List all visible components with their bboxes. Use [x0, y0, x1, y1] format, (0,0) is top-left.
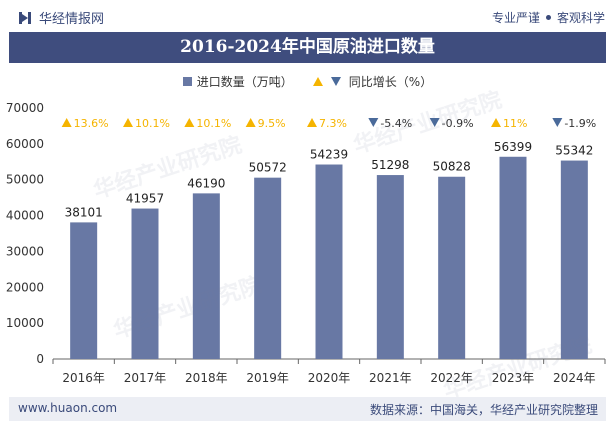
bar-2017年 — [131, 208, 159, 359]
y-tick-label: 0 — [36, 352, 44, 366]
growth-up-triangle-icon — [61, 118, 72, 127]
growth-up-triangle-icon — [123, 118, 133, 127]
x-tick-label: 2023年 — [492, 371, 535, 385]
growth-up-triangle-icon — [245, 118, 256, 127]
footer-url[interactable]: www.huaon.com — [18, 401, 118, 415]
bar-value-label: 38101 — [65, 205, 103, 219]
brand[interactable]: 华经情报网 — [18, 8, 104, 27]
growth-label: -0.9% — [442, 117, 474, 130]
growth-down-triangle-icon — [552, 118, 563, 127]
bar-value-label: 46190 — [187, 176, 225, 190]
growth-up-triangle-icon — [307, 118, 317, 127]
bar-chart: 0 10000 20000 30000 40000 50000 60000 70000 3810… — [6, 101, 606, 385]
slogan-right: 客观科学 — [556, 11, 605, 25]
y-tick-label: 10000 — [6, 316, 44, 330]
separator-dot-icon — [545, 15, 551, 20]
bar-2016年 — [70, 222, 98, 359]
footer-source: 数据来源：中国海关，华经产业研究院整理 — [369, 403, 598, 417]
growth-label: 10.1% — [196, 117, 231, 130]
x-tick-label: 2022年 — [430, 371, 473, 385]
y-tick-label: 70000 — [6, 101, 44, 115]
growth-label: -1.9% — [564, 117, 596, 130]
y-tick-label: 60000 — [6, 137, 44, 151]
growth-label: 7.3% — [319, 117, 347, 130]
bar-2018年 — [192, 193, 220, 359]
growth-label: -5.4% — [380, 117, 412, 130]
bar-2023年 — [499, 156, 527, 359]
bar-2021年 — [376, 175, 404, 359]
brand-name: 华经情报网 — [39, 12, 105, 27]
chart-title: 2016-2024年中国原油进口数量 — [9, 32, 606, 63]
growth-down-triangle-icon — [429, 118, 440, 127]
footer: www.huaon.com 数据来源：中国海关，华经产业研究院整理 — [9, 397, 606, 421]
growth-down-triangle-icon — [368, 118, 379, 127]
bar-2022年 — [438, 176, 466, 359]
bar-value-label: 50572 — [249, 161, 287, 175]
legend-item-volume[interactable]: 进口数量（万吨） — [182, 73, 293, 90]
growth-label: 10.1% — [135, 117, 170, 130]
x-tick-label: 2016年 — [62, 371, 105, 385]
x-tick-label: 2020年 — [308, 371, 351, 385]
y-tick-label: 40000 — [6, 209, 44, 223]
bar-value-label: 51298 — [371, 158, 409, 172]
growth-up-triangle-icon — [491, 118, 501, 127]
y-tick-label: 50000 — [6, 173, 44, 187]
x-tick-label: 2024年 — [553, 371, 596, 385]
legend-bar-swatch-icon — [182, 76, 192, 86]
legend-label-growth: 同比增长（%） — [348, 74, 433, 89]
bar-value-label: 50828 — [433, 160, 471, 174]
chart-legend: 进口数量（万吨） 同比增长（%） — [0, 70, 615, 92]
bar-value-label: 56399 — [494, 140, 532, 154]
x-tick-label: 2018年 — [185, 371, 228, 385]
brand-logo-icon — [19, 11, 31, 24]
x-tick-label: 2021年 — [369, 371, 412, 385]
bar-2019年 — [254, 177, 282, 359]
growth-up-triangle-icon — [184, 118, 195, 127]
x-tick-label: 2019年 — [246, 371, 289, 385]
y-tick-label: 20000 — [6, 280, 44, 294]
bar-value-label: 41957 — [126, 192, 164, 206]
legend-triangles-icon — [312, 76, 343, 86]
legend-item-growth[interactable]: 同比增长（%） — [312, 73, 433, 90]
bar-value-label: 55342 — [555, 144, 593, 158]
top-bar: 华经情报网 专业严谨 客观科学 — [0, 0, 615, 32]
x-tick-label: 2017年 — [124, 371, 167, 385]
growth-label: 13.6% — [74, 117, 109, 130]
bar-2024年 — [560, 160, 588, 359]
bar-2020年 — [315, 164, 343, 359]
legend-label-volume: 进口数量（万吨） — [196, 74, 293, 89]
growth-label: 9.5% — [258, 117, 286, 130]
slogan: 专业严谨 客观科学 — [492, 9, 605, 26]
bar-value-label: 54239 — [310, 148, 348, 162]
y-tick-label: 30000 — [6, 244, 44, 258]
growth-label: 11% — [503, 117, 527, 130]
slogan-left: 专业严谨 — [491, 11, 540, 25]
